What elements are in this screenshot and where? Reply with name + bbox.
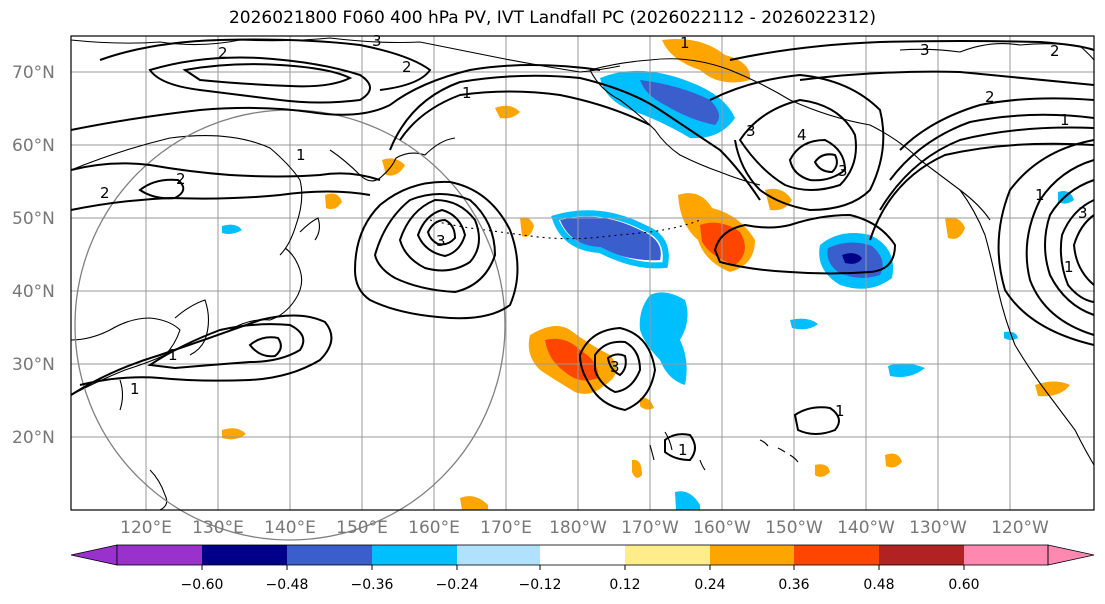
contour-label: 1	[130, 380, 140, 398]
shade-small-8	[790, 318, 818, 330]
colorbar-segment	[625, 545, 710, 565]
map-title: 2026021800 F060 400 hPa PV, IVT Landfall…	[228, 8, 876, 28]
shade-small-5	[520, 217, 534, 237]
colorbar-segment	[287, 545, 372, 565]
contour-label: 4	[797, 126, 807, 144]
contour-labels: 2 3 2 2 1 1 2 3 3 1 1 1 3 3 2 4 3 1 1 2 …	[100, 32, 1088, 459]
colorbar-segment	[117, 545, 202, 565]
colorbar-label: −0.24	[436, 577, 479, 593]
contour-label: 3	[436, 232, 446, 250]
colorbar: −0.60 −0.48 −0.36 −0.24 −0.12 0.12 0.24 …	[70, 544, 1095, 593]
shade-small-9	[888, 363, 925, 377]
coastlines	[70, 37, 1095, 511]
colorbar-segment	[879, 545, 964, 565]
lat-label: 20°N	[12, 428, 55, 448]
shade-navy-east	[842, 253, 862, 264]
shade-lightblue-central	[551, 210, 669, 269]
shade-small-10	[1035, 381, 1070, 397]
contour-label: 1	[835, 402, 845, 420]
colorbar-segment	[710, 545, 794, 565]
colorbar-label: −0.48	[266, 577, 309, 593]
lon-label: 180°W	[549, 518, 607, 538]
contour-label: 2	[402, 58, 412, 76]
lon-label: 130°W	[909, 518, 967, 538]
lon-label: 140°W	[837, 518, 895, 538]
lon-label: 150°W	[765, 518, 823, 538]
contour-label: 3	[372, 32, 382, 50]
colorbar-segment	[372, 545, 457, 565]
contour-label: 1	[168, 346, 178, 364]
lat-label: 50°N	[12, 209, 55, 229]
contour-label: 1	[462, 84, 472, 102]
colorbar-label: 0.60	[948, 577, 979, 593]
colorbar-label: 0.36	[778, 577, 809, 593]
longitude-labels: 120°E 130°E 140°E 150°E 160°E 170°E 180°…	[120, 518, 1049, 538]
contour-label: 3	[610, 358, 620, 376]
contour-label: 2	[985, 88, 995, 106]
shade-small-1	[495, 105, 520, 119]
shade-small-4	[222, 224, 242, 234]
shade-orange-150w	[765, 188, 792, 211]
contour-label: 1	[1060, 111, 1070, 129]
colorbar-label: −0.60	[181, 577, 224, 593]
contour-label: 2	[100, 184, 110, 202]
lat-label: 40°N	[12, 282, 55, 302]
colorbar-label: 0.24	[694, 577, 725, 593]
lon-label: 170°E	[480, 518, 532, 538]
shade-small-15	[632, 459, 642, 478]
contour-label: 1	[680, 34, 690, 52]
lon-label: 170°W	[621, 518, 679, 538]
shade-small-6	[945, 217, 965, 239]
latitude-labels: 70°N 60°N 50°N 40°N 30°N 20°N	[12, 63, 55, 448]
colorbar-label: 0.48	[863, 577, 894, 593]
shade-blue-central	[560, 216, 661, 261]
shade-small-14	[675, 491, 700, 510]
lon-label: 160°E	[408, 518, 460, 538]
lat-label: 70°N	[12, 63, 55, 83]
shade-red-sub	[545, 338, 599, 381]
lon-label: 160°W	[693, 518, 751, 538]
lon-label: 130°E	[192, 518, 244, 538]
map-area	[71, 36, 1094, 510]
contour-label: 2	[176, 170, 186, 188]
shade-blue-sub	[639, 292, 688, 385]
colorbar-frame	[116, 544, 1049, 566]
colorbar-label: −0.36	[351, 577, 394, 593]
pv-contours	[70, 38, 1095, 462]
colorbar-label: −0.12	[519, 577, 562, 593]
contour-label: 3	[920, 41, 930, 59]
contour-label: 3	[1078, 204, 1088, 222]
shade-darkblue-bering	[640, 80, 719, 125]
colorbar-label: 0.12	[609, 577, 640, 593]
shade-small-11	[815, 464, 830, 477]
shade-small-3	[325, 193, 342, 210]
colorbar-segment	[202, 545, 287, 565]
contour-label: 1	[1035, 186, 1045, 204]
shade-small-12	[885, 453, 902, 468]
colorbar-ticks	[201, 565, 965, 570]
colorbar-extend-high	[1047, 544, 1095, 566]
contour-label: 1	[678, 441, 688, 459]
lat-label: 60°N	[12, 136, 55, 156]
colorbar-segment	[457, 545, 540, 565]
contour-label: 1	[1064, 258, 1074, 276]
colorbar-segment	[540, 545, 625, 565]
contour-label: 3	[746, 122, 756, 140]
shade-small-13	[460, 496, 488, 510]
lon-label: 150°E	[336, 518, 388, 538]
map-frame	[70, 35, 1095, 511]
contour-label: 1	[296, 146, 306, 164]
lat-label: 30°N	[12, 355, 55, 375]
lon-label: 140°E	[264, 518, 316, 538]
contour-label: 2	[1050, 42, 1060, 60]
lon-label: 120°E	[120, 518, 172, 538]
contour-label: 2	[218, 44, 228, 62]
colorbar-segment	[964, 545, 1048, 565]
contour-label: 3	[838, 162, 848, 180]
pv-anomaly-shading	[222, 39, 1074, 510]
colorbar-extend-low	[70, 544, 118, 566]
colorbar-segment	[794, 545, 879, 565]
lon-label: 120°W	[991, 518, 1049, 538]
